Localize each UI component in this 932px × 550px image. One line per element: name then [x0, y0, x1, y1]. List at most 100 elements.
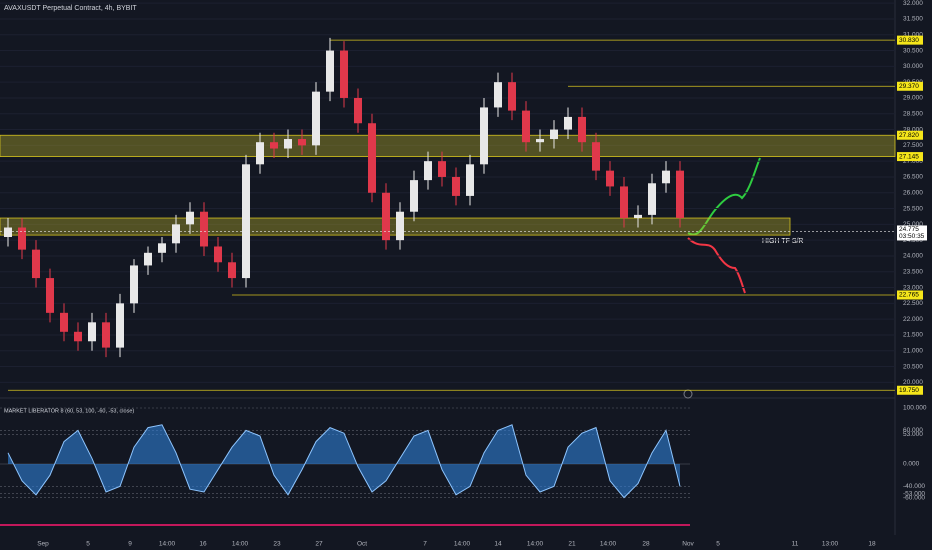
- candle-body: [74, 331, 82, 342]
- y-tick-label: 25.500: [903, 205, 923, 212]
- indicator-title: MARKET LIBERATOR 8 (60, 53, 100, -60, -5…: [4, 408, 134, 414]
- candle-body: [634, 214, 642, 219]
- candle-body: [242, 164, 250, 279]
- y-tick-label: 31.000: [903, 31, 923, 38]
- y-tick-label: 26.000: [903, 189, 923, 196]
- y-tick-label: 22.500: [903, 300, 923, 307]
- price-label: 27.145: [899, 153, 919, 160]
- y-tick-label: 23.500: [903, 268, 923, 275]
- price-label-bg: [897, 385, 923, 395]
- sr-zone: [0, 134, 896, 157]
- candle-body: [466, 164, 474, 196]
- y-tick-label: 30.000: [903, 63, 923, 70]
- candle-body: [88, 322, 96, 342]
- candle-body: [368, 123, 376, 193]
- candle-body: [480, 107, 488, 165]
- y-tick-label: 22.000: [903, 316, 923, 323]
- candle-body: [592, 142, 600, 171]
- candle-body: [606, 170, 614, 187]
- countdown: 03:50:35: [899, 233, 925, 240]
- annotation: HIGH TF S/R: [762, 238, 803, 245]
- sr-zone: [0, 217, 791, 236]
- projection-down: [687, 237, 746, 294]
- candle-body: [564, 116, 572, 130]
- price-label: 29.370: [899, 83, 919, 90]
- y-tick-label: 31.500: [903, 16, 923, 23]
- candle-body: [60, 312, 68, 332]
- price-label: 19.750: [899, 387, 919, 394]
- y-tick-label: 26.500: [903, 174, 923, 181]
- candle-body: [144, 252, 152, 266]
- candle-body: [648, 183, 656, 215]
- x-tick-label: 13:00: [822, 541, 839, 548]
- y-tick-label: 28.000: [903, 126, 923, 133]
- candle-body: [508, 82, 516, 111]
- x-tick-label: 14:00: [232, 541, 249, 548]
- candle-body: [200, 211, 208, 247]
- y-tick-label: 30.500: [903, 47, 923, 54]
- candle-body: [116, 303, 124, 348]
- candle-body: [298, 139, 306, 146]
- x-tick-label: 16: [199, 541, 207, 548]
- x-tick-label: 23: [273, 541, 281, 548]
- candle-body: [354, 97, 362, 124]
- candle-body: [452, 176, 460, 196]
- candle-body: [522, 110, 530, 143]
- price-label-bg: [897, 35, 923, 45]
- candle-body: [4, 227, 12, 237]
- indicator-tick-label: -60.000: [903, 494, 925, 501]
- last-price-bg: [897, 225, 927, 241]
- x-tick-label: 27: [315, 541, 323, 548]
- price-label: 30.830: [899, 37, 919, 44]
- candle-body: [620, 186, 628, 219]
- x-tick-label: 21: [568, 541, 576, 548]
- indicator-tick-label: -53.000: [903, 490, 925, 497]
- indicator-area: [8, 424, 680, 498]
- candle-body: [102, 322, 110, 348]
- x-tick-label: 14: [494, 541, 502, 548]
- candle-body: [578, 116, 586, 143]
- candle-body: [550, 129, 558, 140]
- y-tick-label: 25.000: [903, 221, 923, 228]
- y-tick-label: 21.000: [903, 347, 923, 354]
- indicator-tick-label: 60.000: [903, 427, 923, 434]
- candle-body: [536, 139, 544, 143]
- indicator-tick-label: 53.000: [903, 431, 923, 438]
- candle-body: [340, 50, 348, 98]
- y-tick-label: 27.500: [903, 142, 923, 149]
- candle-body: [676, 170, 684, 219]
- candle-body: [46, 278, 54, 313]
- x-tick-label: 7: [423, 541, 427, 548]
- chart-title: AVAXUSDT Perpetual Contract, 4h, BYBIT: [4, 5, 137, 12]
- price-label: 22.765: [899, 292, 919, 299]
- x-tick-label: 14:00: [454, 541, 471, 548]
- x-tick-label: 11: [792, 541, 799, 548]
- candle-body: [158, 243, 166, 253]
- y-tick-label: 20.500: [903, 363, 923, 370]
- price-label-bg: [897, 152, 923, 162]
- x-tick-label: 28: [642, 541, 650, 548]
- candle-body: [312, 91, 320, 146]
- candle-body: [494, 82, 502, 108]
- x-tick-label: 14:00: [600, 541, 617, 548]
- indicator-tick-label: 100.000: [903, 405, 927, 412]
- x-tick-label: Nov: [682, 541, 694, 548]
- indicator-tick-label: 0.000: [903, 461, 920, 468]
- last-price-label: 24.775: [899, 226, 919, 233]
- y-tick-label: 32.000: [903, 0, 923, 7]
- y-tick-label: 29.000: [903, 95, 923, 102]
- y-tick-label: 28.500: [903, 110, 923, 117]
- y-tick-label: 21.500: [903, 332, 923, 339]
- candle-body: [284, 139, 292, 149]
- candle-body: [186, 211, 194, 225]
- candle-body: [438, 161, 446, 177]
- candle-body: [256, 142, 264, 165]
- candle-body: [172, 224, 180, 244]
- candle-body: [396, 211, 404, 241]
- y-tick-label: 24.000: [903, 253, 923, 260]
- candle-body: [18, 227, 26, 250]
- x-tick-label: Sep: [37, 541, 49, 548]
- candle-body: [228, 262, 236, 279]
- candle-body: [214, 246, 222, 263]
